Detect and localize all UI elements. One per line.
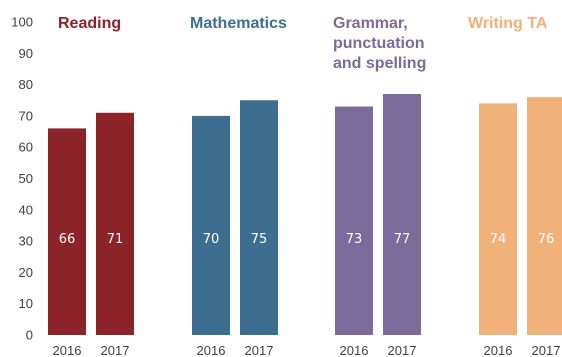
bar [479,103,517,335]
x-tick-label: 2016 [484,343,513,357]
x-tick-label: 2017 [532,343,561,357]
bar [192,115,230,336]
data-label: 75 [251,232,268,247]
bar [48,128,86,335]
x-tick-label: 2017 [101,343,130,357]
y-tick-label: 100 [11,15,33,30]
bar [96,112,134,336]
y-tick-label: 50 [19,171,33,186]
y-tick-label: 60 [19,140,33,155]
data-label: 70 [203,232,220,247]
y-tick-label: 70 [19,108,33,123]
y-tick-label: 40 [19,202,33,217]
series-title: Grammar, punctuation and spelling [333,15,426,72]
x-tick-label: 2017 [388,343,417,357]
data-label: 76 [538,232,555,247]
bar [240,100,278,335]
series-title: Mathematics [190,15,287,32]
data-label: 73 [346,232,363,247]
data-label: 71 [107,232,124,247]
bar [527,97,562,336]
y-tick-label: 90 [19,46,33,61]
y-tick-label: 80 [19,77,33,92]
x-tick-label: 2016 [53,343,82,357]
y-tick-label: 20 [19,265,33,280]
data-label: 77 [394,232,411,247]
x-tick-label: 2016 [197,343,226,357]
y-tick-label: 10 [19,296,33,311]
data-label: 66 [59,232,76,247]
x-tick-label: 2016 [340,343,369,357]
x-tick-label: 2017 [245,343,274,357]
series-title: Reading [58,15,121,32]
data-label: 74 [490,232,507,247]
bar [335,106,373,335]
bar [383,93,421,336]
series-title: Writing TA [468,15,548,32]
y-tick-label: 30 [19,234,33,249]
y-tick-label: 0 [26,328,33,343]
